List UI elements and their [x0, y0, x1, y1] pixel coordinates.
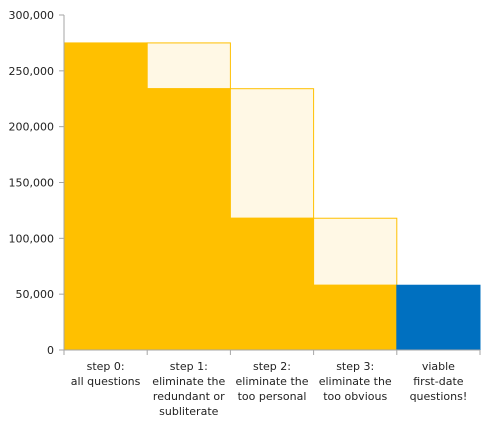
x-category-label-line: eliminate the	[152, 375, 225, 388]
y-tick-label: 100,000	[9, 232, 55, 245]
removed-segment	[313, 217, 398, 286]
x-category-label-line: all questions	[71, 375, 141, 388]
y-tick-label: 300,000	[9, 9, 55, 22]
y-tick-label: 250,000	[9, 65, 55, 78]
axes	[63, 15, 481, 355]
x-category-label-line: step 2:	[253, 360, 291, 373]
y-tick-label: 200,000	[9, 121, 55, 134]
x-category-label: step 2: eliminate the too personal	[236, 360, 309, 403]
x-category-label-line: subliterate	[159, 405, 218, 418]
remaining-bar	[229, 217, 315, 351]
x-category-label-line: questions!	[410, 390, 468, 403]
x-category-label: step 0: all questions	[71, 360, 141, 388]
y-axis-ticks: 0 50,000 100,000 150,000 200,000 250,000 300,0…	[9, 9, 64, 357]
remaining-bar	[146, 88, 231, 351]
remaining-bar	[313, 284, 398, 351]
removed-segment	[229, 88, 315, 219]
x-category-label-line: too obvious	[323, 390, 387, 403]
x-category-label-line: step 0:	[87, 360, 125, 373]
y-tick-label: 0	[47, 344, 54, 357]
x-category-label-line: step 1:	[170, 360, 208, 373]
x-category-label-line: eliminate the	[319, 375, 392, 388]
remaining-bar	[63, 42, 148, 351]
x-category-label: viable first-date questions!	[410, 360, 468, 403]
y-tick-label: 50,000	[16, 288, 55, 301]
x-category-label: step 3: eliminate the too obvious	[319, 360, 392, 403]
x-category-label-line: step 3:	[336, 360, 374, 373]
final-bar	[396, 284, 481, 351]
y-tick-label: 150,000	[9, 177, 55, 190]
bars	[63, 42, 481, 351]
category-labels: step 0: all questions step 1: eliminate the…	[71, 360, 467, 418]
x-category-label-line: viable	[422, 360, 455, 373]
removed-segment	[146, 42, 231, 90]
x-category-label-line: first-date	[413, 375, 464, 388]
x-category-label-line: redundant or	[153, 390, 225, 403]
x-category-label: step 1: eliminate the redundant or subliter…	[152, 360, 225, 418]
x-category-label-line: too personal	[238, 390, 307, 403]
x-category-label-line: eliminate the	[236, 375, 309, 388]
